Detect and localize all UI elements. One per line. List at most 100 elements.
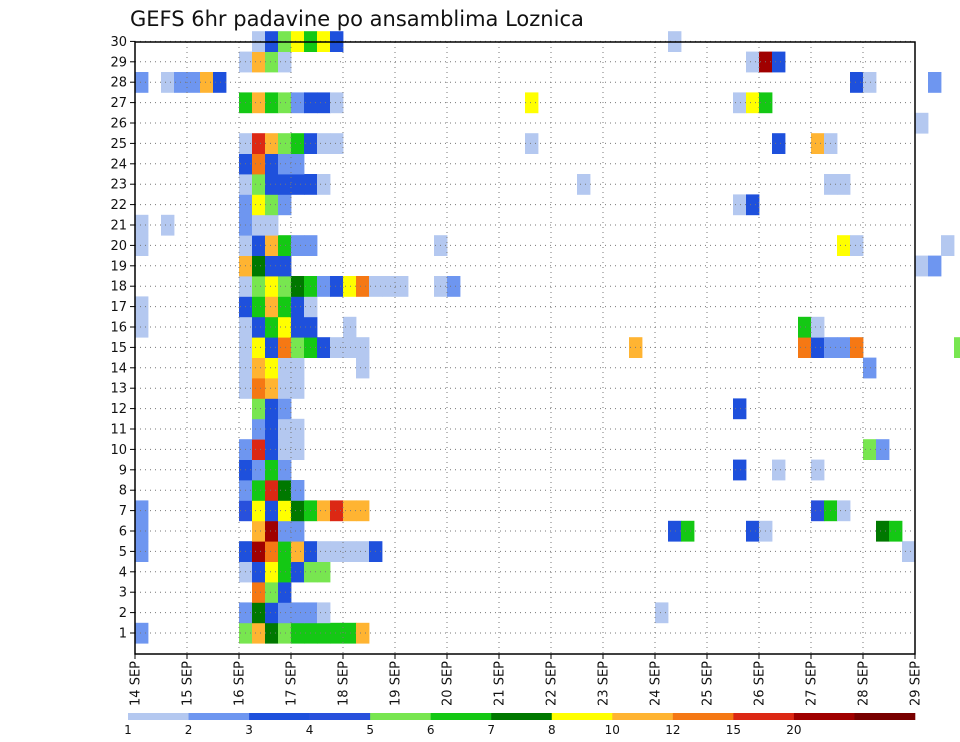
heatmap-cell — [265, 133, 279, 154]
heatmap-cell — [525, 133, 539, 154]
heatmap-cell — [161, 72, 175, 93]
heatmap-cell — [252, 51, 266, 73]
heatmap-cell — [252, 500, 266, 522]
heatmap-cell — [291, 133, 305, 154]
heatmap-cell — [356, 500, 370, 522]
y-tick-label: 3 — [119, 586, 127, 601]
heatmap-cell — [954, 337, 960, 358]
heatmap-cell — [811, 500, 825, 522]
x-tick-label: 20 SEP — [441, 661, 456, 706]
heatmap-cell — [733, 194, 747, 216]
heatmap-cell — [733, 398, 747, 420]
y-tick-label: 17 — [110, 300, 127, 315]
chart-title: GEFS 6hr padavine po ansamblima Loznica — [130, 7, 584, 31]
heatmap-cell — [265, 174, 279, 195]
heatmap-cell — [291, 480, 305, 501]
heatmap-cell — [915, 255, 929, 277]
heatmap-cell — [330, 541, 344, 562]
y-tick-label: 13 — [110, 382, 127, 397]
heatmap-cell — [278, 439, 292, 460]
x-tick-label: 27 SEP — [805, 661, 820, 706]
heatmap-cell — [343, 316, 357, 338]
heatmap-cell — [837, 235, 851, 256]
heatmap-cell — [915, 112, 929, 134]
heatmap-cell — [135, 235, 149, 256]
heatmap-cell — [135, 296, 149, 318]
heatmap-cell — [746, 92, 760, 114]
y-tick-label: 30 — [110, 35, 127, 50]
y-tick-label: 23 — [110, 178, 127, 193]
heatmap-cell — [343, 337, 357, 358]
heatmap-cell — [252, 337, 266, 358]
heatmap-cell — [811, 133, 825, 154]
heatmap-cell — [772, 459, 786, 481]
heatmap-cell — [252, 153, 266, 175]
heatmap-cell — [733, 92, 747, 114]
colorbar-swatch — [128, 713, 189, 720]
heatmap-cell — [265, 296, 279, 318]
y-tick-label: 26 — [110, 117, 127, 132]
heatmap-cell — [252, 316, 266, 338]
heatmap-cell — [265, 316, 279, 338]
heatmap-cell — [356, 357, 370, 379]
heatmap-cell — [291, 276, 305, 297]
heatmap-cell — [850, 337, 864, 358]
heatmap-cell — [200, 72, 214, 93]
heatmap-cell — [252, 439, 266, 460]
x-tick-label: 16 SEP — [233, 661, 248, 706]
heatmap-cell — [876, 520, 890, 542]
heatmap-cell — [278, 378, 292, 399]
heatmap-cell — [447, 276, 461, 297]
heatmap-cell — [278, 153, 292, 175]
heatmap-cell — [278, 194, 292, 216]
colorbar-swatch — [793, 713, 855, 720]
x-tick-label: 15 SEP — [181, 661, 196, 706]
heatmap-cell — [278, 133, 292, 154]
y-tick-label: 18 — [110, 280, 127, 295]
heatmap-cell — [252, 255, 266, 277]
heatmap-cell — [252, 541, 266, 562]
heatmap-cell — [252, 459, 266, 481]
heatmap-cell — [343, 622, 357, 644]
heatmap-cell — [356, 541, 370, 562]
heatmap-cell — [317, 500, 331, 522]
x-tick-label: 19 SEP — [389, 661, 404, 706]
heatmap-cell — [135, 541, 149, 562]
y-tick-label: 24 — [110, 157, 127, 172]
heatmap-cell — [265, 214, 279, 236]
heatmap-cell — [577, 174, 591, 195]
heatmap-cell — [278, 561, 292, 583]
x-tick-label: 26 SEP — [753, 661, 768, 706]
heatmap-cell — [837, 337, 851, 358]
colorbar-swatch — [551, 713, 613, 720]
y-tick-label: 9 — [119, 463, 127, 478]
heatmap-cell — [291, 378, 305, 399]
heatmap-cell — [317, 174, 331, 195]
heatmap-cell — [317, 276, 331, 297]
y-tick-label: 5 — [119, 545, 127, 560]
heatmap-cell — [291, 418, 305, 440]
heatmap-cell — [278, 296, 292, 318]
heatmap-cell — [135, 500, 149, 522]
heatmap-cell — [265, 602, 279, 624]
x-tick-label: 25 SEP — [701, 661, 716, 706]
heatmap-cell — [265, 276, 279, 297]
heatmap-cell — [265, 561, 279, 583]
heatmap-cell — [811, 337, 825, 358]
heatmap-cell — [265, 541, 279, 562]
colorbar-label: 15 — [726, 723, 741, 737]
heatmap-cell — [772, 133, 786, 154]
plot-grid — [135, 40, 915, 654]
heatmap-cell — [278, 500, 292, 522]
heatmap-cell — [252, 357, 266, 379]
heatmap-cell — [252, 214, 266, 236]
heatmap-cell — [356, 276, 370, 297]
heatmap-cell — [850, 72, 864, 93]
heatmap-cell — [382, 276, 396, 297]
heatmap-cell — [681, 520, 695, 542]
heatmap-cell — [278, 357, 292, 379]
heatmap-cell — [252, 174, 266, 195]
colorbar-label: 8 — [548, 723, 556, 737]
colorbar-swatch — [612, 713, 674, 720]
heatmap-cell — [863, 72, 877, 93]
